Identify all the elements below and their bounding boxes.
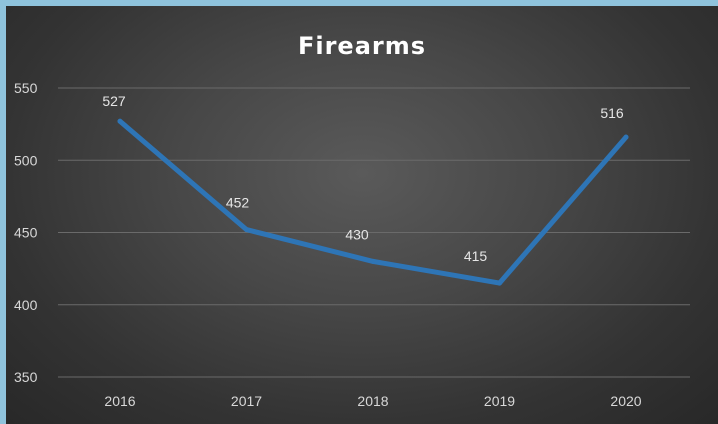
x-tick-label: 2019 <box>484 393 515 409</box>
data-point <box>370 258 376 264</box>
data-point <box>117 118 123 124</box>
chart-title: Firearms <box>297 32 427 60</box>
x-tick-label: 2016 <box>104 393 135 409</box>
x-tick-label: 2017 <box>231 393 262 409</box>
data-label: 527 <box>102 93 126 109</box>
y-tick-label: 350 <box>14 369 38 385</box>
y-tick-label: 400 <box>14 297 38 313</box>
data-label: 452 <box>226 195 250 211</box>
y-tick-label: 500 <box>14 152 38 168</box>
data-point <box>244 227 249 233</box>
y-tick-label: 450 <box>14 225 38 241</box>
x-tick-label: 2020 <box>610 393 641 409</box>
series-line <box>117 118 629 286</box>
data-label: 415 <box>464 248 488 264</box>
data-point <box>623 134 629 140</box>
line-chart: 350 400 450 500 550 2016 2017 2018 2019 2020 527 45… <box>14 80 690 409</box>
y-tick-label: 550 <box>14 80 38 96</box>
data-label: 430 <box>345 226 369 242</box>
data-point <box>497 280 502 286</box>
x-tick-label: 2018 <box>357 393 388 409</box>
data-label: 516 <box>600 105 624 121</box>
